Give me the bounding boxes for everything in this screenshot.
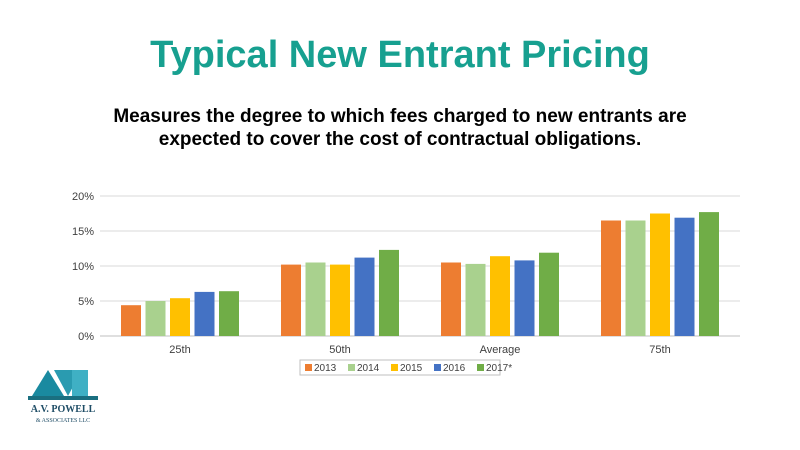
subtitle-line-2: expected to cover the cost of contractua… — [158, 129, 642, 150]
bar — [625, 220, 646, 336]
logo-name: A.V. POWELL — [31, 404, 96, 415]
legend-swatch — [391, 364, 398, 371]
legend-swatch — [477, 364, 484, 371]
bar — [145, 301, 166, 336]
legend-swatch — [348, 364, 355, 371]
bar — [490, 256, 510, 336]
bar — [194, 291, 215, 336]
x-tick-label: Average — [480, 344, 521, 356]
legend-label: 2015 — [400, 363, 423, 374]
bar — [601, 220, 621, 336]
legend-box — [299, 359, 501, 376]
y-tick-label: 0% — [78, 331, 94, 343]
x-tick-label: 50th — [329, 344, 350, 356]
bar — [539, 252, 559, 336]
subtitle-line-1: Measures the degree to which fees charge… — [113, 106, 687, 127]
y-tick-label: 15% — [72, 226, 94, 238]
bar — [121, 305, 141, 336]
bar — [281, 264, 301, 336]
bar — [330, 264, 350, 336]
bar — [514, 260, 535, 336]
y-tick-label: 10% — [72, 261, 94, 273]
legend-label: 2014 — [357, 363, 380, 374]
logo-subtext: & ASSOCIATES LLC — [36, 418, 90, 424]
x-tick-label: 75th — [649, 344, 670, 356]
legend-label: 2017* — [486, 363, 512, 374]
bar — [441, 262, 461, 336]
logo-p-shape — [72, 370, 88, 396]
bar — [379, 249, 399, 336]
bar — [465, 263, 486, 336]
page-subtitle: Measures the degree to which fees charge… — [60, 105, 740, 151]
bar — [354, 257, 375, 336]
bar — [219, 291, 239, 336]
x-tick-label: 25th — [169, 344, 190, 356]
page-title: Typical New Entrant Pricing — [150, 34, 650, 76]
logo-base-bar — [28, 396, 98, 400]
legend-swatch — [434, 364, 441, 371]
y-tick-label: 5% — [78, 296, 94, 308]
company-logo: A.V. POWELL & ASSOCIATES LLC — [28, 370, 98, 424]
bar — [674, 217, 695, 336]
bar — [170, 298, 190, 336]
legend-swatch — [305, 364, 312, 371]
bar — [305, 262, 326, 336]
y-tick-label: 20% — [72, 191, 94, 203]
bar — [650, 213, 670, 336]
logo-a-shape — [32, 370, 64, 396]
bar — [699, 212, 719, 336]
legend-label: 2013 — [314, 363, 337, 374]
legend-label: 2016 — [443, 363, 466, 374]
